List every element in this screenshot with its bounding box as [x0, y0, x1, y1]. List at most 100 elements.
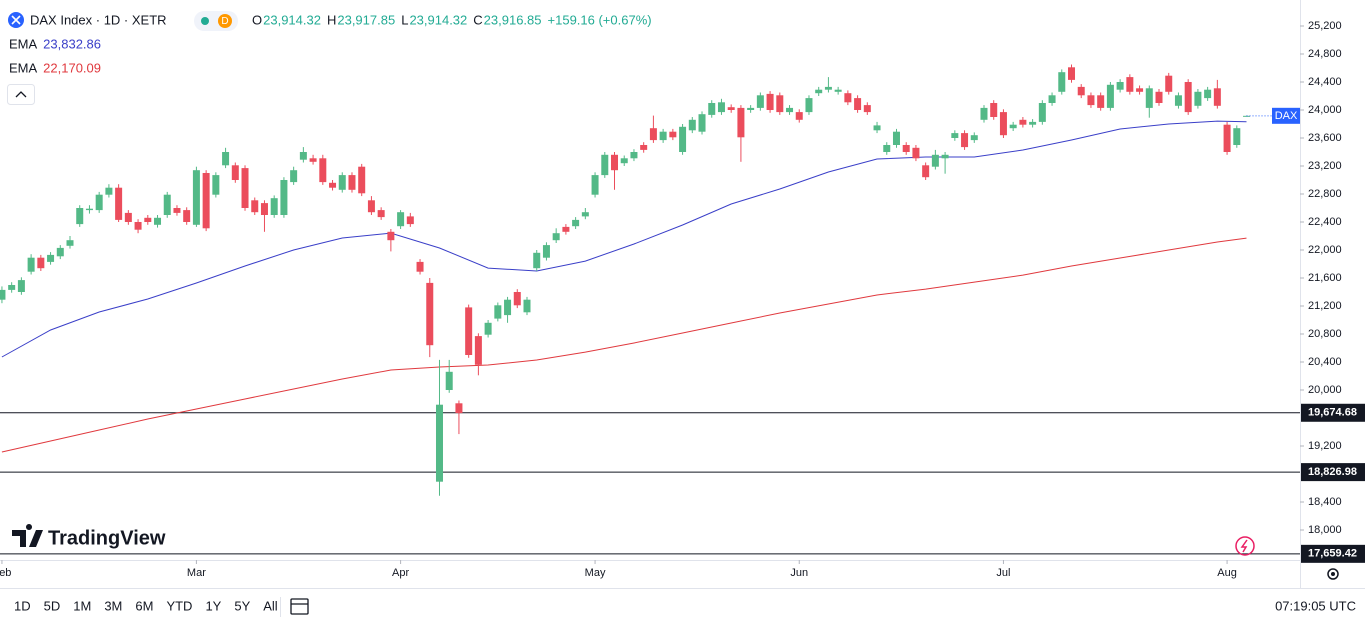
candle-body [192, 170, 200, 225]
price-label: 19,674.68 [1308, 407, 1357, 419]
ohlc-key: O [252, 12, 262, 27]
axes: 25,200 24,800 24,400 24,000 23,600 23,200 22,8… [0, 20, 1365, 579]
candle-body [766, 93, 774, 110]
y-tick-label: 18,000 [1308, 524, 1342, 536]
indicator-value: 23,832.86 [43, 36, 101, 51]
candle-body [786, 107, 794, 113]
ohlc-key: C [473, 12, 482, 27]
y-tick-label: 22,400 [1308, 216, 1342, 228]
candle-body [717, 102, 725, 113]
candle-body [338, 175, 346, 190]
candle-body [883, 144, 891, 152]
badge: D [221, 16, 228, 27]
candle-body [290, 170, 298, 183]
candle-body [1204, 89, 1212, 99]
candle-body [154, 217, 162, 225]
candle-body [8, 284, 16, 290]
candle-body [387, 231, 395, 241]
ohlc-key: H [327, 12, 336, 27]
indicator-name: EMA [9, 60, 38, 75]
candle-body [659, 131, 667, 141]
candle-body [1155, 91, 1163, 103]
candle-body [1068, 67, 1076, 80]
x-tick-label: Feb [0, 567, 11, 579]
range-button[interactable]: 5D [44, 598, 61, 613]
candle-body [523, 299, 531, 313]
candle-body [299, 151, 307, 160]
indicator-value: 22,170.09 [43, 60, 101, 75]
y-tick-label: 22,000 [1308, 244, 1342, 256]
range-button[interactable]: 1Y [205, 598, 221, 613]
calendar-icon[interactable] [290, 598, 309, 615]
candle-body [533, 252, 541, 269]
indicator-legend: EMA 23,832.86 EMA 22,170.09 [9, 36, 101, 75]
ohlc-key: L [401, 12, 408, 27]
ohlc-value: 23,916.85 [484, 12, 542, 27]
candle-body [679, 126, 687, 152]
ohlc-value: 23,914.32 [409, 12, 467, 27]
candle-body [27, 257, 35, 272]
candle-body [601, 154, 609, 176]
candle-body [941, 154, 949, 159]
candle-body [1048, 95, 1056, 103]
candle-body [406, 216, 414, 225]
candle-body [260, 203, 268, 215]
candle-body [863, 105, 871, 113]
collapse-button[interactable] [7, 84, 35, 105]
candle-body [1174, 95, 1182, 106]
x-tick-label: May [585, 567, 606, 579]
candle-body [0, 289, 6, 300]
range-button[interactable]: 6M [135, 598, 153, 613]
candle-body [873, 125, 881, 131]
candle-body [611, 154, 619, 171]
range-button[interactable]: 1M [73, 598, 91, 613]
candle-body [834, 89, 842, 92]
range-button[interactable]: 5Y [234, 598, 250, 613]
candle-body [124, 212, 132, 222]
range-button[interactable]: 1D [14, 598, 31, 613]
range-button[interactable]: All [263, 598, 278, 613]
lightning-icon[interactable] [1235, 536, 1255, 556]
candle-body [348, 175, 356, 190]
price-label-box [1301, 544, 1365, 563]
candle-body [474, 336, 482, 365]
y-tick-label: 20,400 [1308, 356, 1342, 368]
candle-body [56, 247, 64, 257]
candle-body [319, 158, 327, 183]
candle-body [202, 172, 210, 229]
x-tick-label: Aug [1217, 567, 1237, 579]
badge-circle [218, 14, 232, 28]
candle-body [1116, 81, 1124, 90]
candle-body [455, 403, 463, 414]
candle-body [892, 131, 900, 145]
range-button[interactable]: YTD [166, 598, 192, 613]
candle-body [1077, 86, 1085, 96]
candle-body [815, 89, 823, 94]
y-tick-label: 19,200 [1308, 440, 1342, 452]
candle-body [445, 371, 453, 390]
candle-body [727, 107, 735, 110]
candle-body [854, 98, 862, 110]
candle-body [1223, 124, 1231, 152]
candle-body [708, 102, 716, 115]
candle-body [980, 107, 988, 120]
candle-body [1233, 128, 1241, 145]
settings-icon[interactable] [1327, 568, 1339, 580]
symbol-title[interactable]: DAX Index · 1D · XETR [30, 12, 167, 27]
candle-body [902, 144, 910, 152]
range-button[interactable]: 3M [104, 598, 122, 613]
candle-body [95, 194, 103, 211]
y-tick-label: 24,000 [1308, 104, 1342, 116]
candle-body [134, 221, 142, 230]
collapse-icon [15, 91, 27, 98]
y-tick-label: 24,800 [1308, 48, 1342, 60]
candle-body [37, 257, 45, 269]
candle-body [649, 128, 657, 141]
candle-body [222, 151, 230, 166]
candle-body [309, 158, 317, 162]
price-tag: DAX [1275, 110, 1298, 122]
candle-body [513, 291, 521, 306]
candle-body [1145, 88, 1153, 108]
candle-body [494, 305, 502, 319]
